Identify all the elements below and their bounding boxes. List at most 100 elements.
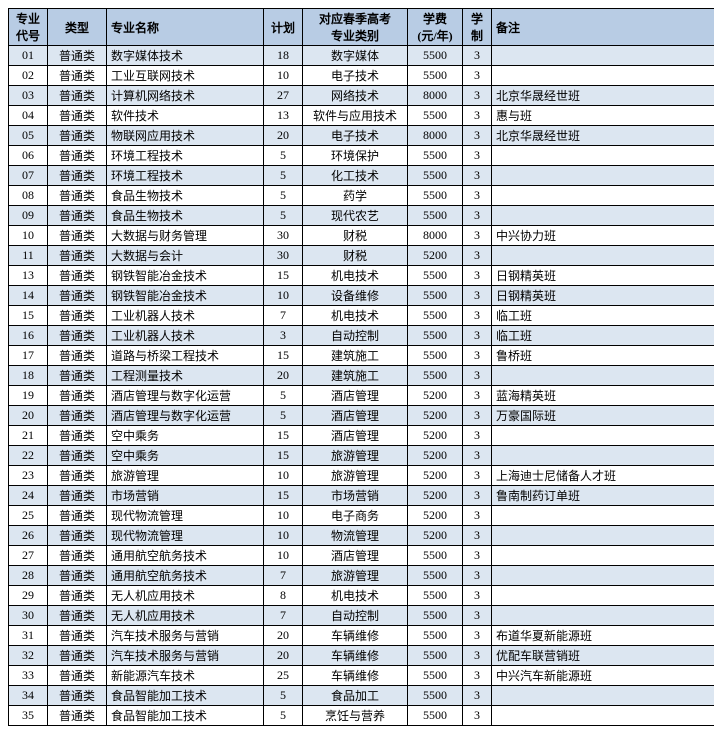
cell-type: 普通类 (48, 646, 107, 666)
cell-cat: 现代农艺 (303, 206, 408, 226)
table-row: 32普通类汽车技术服务与营销20车辆维修55003优配车联营销班 (9, 646, 714, 666)
cell-code: 18 (9, 366, 48, 386)
cell-plan: 10 (264, 546, 303, 566)
cell-cat: 旅游管理 (303, 446, 408, 466)
cell-note: 优配车联营销班 (492, 646, 714, 666)
cell-plan: 10 (264, 506, 303, 526)
cell-dur: 3 (463, 286, 492, 306)
cell-code: 32 (9, 646, 48, 666)
cell-note: 北京华晟经世班 (492, 126, 714, 146)
cell-type: 普通类 (48, 486, 107, 506)
cell-dur: 3 (463, 506, 492, 526)
table-row: 14普通类钢铁智能冶金技术10设备维修55003日钢精英班 (9, 286, 714, 306)
cell-plan: 5 (264, 166, 303, 186)
cell-cat: 软件与应用技术 (303, 106, 408, 126)
cell-plan: 15 (264, 266, 303, 286)
cell-cat: 机电技术 (303, 586, 408, 606)
cell-type: 普通类 (48, 526, 107, 546)
cell-plan: 10 (264, 66, 303, 86)
table-row: 07普通类环境工程技术5化工技术55003 (9, 166, 714, 186)
cell-type: 普通类 (48, 426, 107, 446)
cell-code: 33 (9, 666, 48, 686)
cell-plan: 5 (264, 706, 303, 726)
table-row: 20普通类酒店管理与数字化运营5酒店管理52003万豪国际班 (9, 406, 714, 426)
col-header-plan: 计划 (264, 9, 303, 46)
table-row: 11普通类大数据与会计30财税52003 (9, 246, 714, 266)
table-row: 35普通类食品智能加工技术5烹饪与营养55003 (9, 706, 714, 726)
cell-type: 普通类 (48, 266, 107, 286)
cell-fee: 5500 (408, 146, 463, 166)
cell-name: 环境工程技术 (107, 166, 264, 186)
cell-cat: 数字媒体 (303, 46, 408, 66)
cell-plan: 15 (264, 346, 303, 366)
cell-note: 惠与班 (492, 106, 714, 126)
cell-note (492, 66, 714, 86)
cell-plan: 10 (264, 466, 303, 486)
cell-type: 普通类 (48, 466, 107, 486)
cell-fee: 5500 (408, 46, 463, 66)
cell-type: 普通类 (48, 106, 107, 126)
cell-type: 普通类 (48, 506, 107, 526)
cell-type: 普通类 (48, 46, 107, 66)
table-row: 06普通类环境工程技术5环境保护55003 (9, 146, 714, 166)
cell-note (492, 506, 714, 526)
cell-cat: 市场营销 (303, 486, 408, 506)
cell-name: 酒店管理与数字化运营 (107, 406, 264, 426)
cell-fee: 8000 (408, 226, 463, 246)
table-row: 22普通类空中乘务15旅游管理52003 (9, 446, 714, 466)
cell-fee: 5500 (408, 266, 463, 286)
table-row: 21普通类空中乘务15酒店管理52003 (9, 426, 714, 446)
table-row: 26普通类现代物流管理10物流管理52003 (9, 526, 714, 546)
cell-code: 31 (9, 626, 48, 646)
cell-name: 食品智能加工技术 (107, 686, 264, 706)
cell-cat: 机电技术 (303, 266, 408, 286)
cell-note (492, 206, 714, 226)
cell-plan: 20 (264, 366, 303, 386)
cell-type: 普通类 (48, 306, 107, 326)
cell-note (492, 366, 714, 386)
cell-type: 普通类 (48, 286, 107, 306)
cell-name: 无人机应用技术 (107, 606, 264, 626)
cell-dur: 3 (463, 546, 492, 566)
cell-code: 09 (9, 206, 48, 226)
cell-code: 34 (9, 686, 48, 706)
cell-plan: 5 (264, 186, 303, 206)
table-row: 04普通类软件技术13软件与应用技术55003惠与班 (9, 106, 714, 126)
table-row: 16普通类工业机器人技术3自动控制55003临工班 (9, 326, 714, 346)
cell-dur: 3 (463, 706, 492, 726)
cell-fee: 5500 (408, 166, 463, 186)
table-row: 18普通类工程测量技术20建筑施工55003 (9, 366, 714, 386)
cell-cat: 旅游管理 (303, 566, 408, 586)
cell-note (492, 426, 714, 446)
cell-fee: 5200 (408, 506, 463, 526)
table-row: 31普通类汽车技术服务与营销20车辆维修55003布道华夏新能源班 (9, 626, 714, 646)
cell-name: 计算机网络技术 (107, 86, 264, 106)
cell-code: 35 (9, 706, 48, 726)
cell-fee: 5500 (408, 186, 463, 206)
cell-plan: 10 (264, 526, 303, 546)
cell-plan: 20 (264, 646, 303, 666)
cell-name: 食品生物技术 (107, 186, 264, 206)
cell-fee: 5500 (408, 686, 463, 706)
cell-dur: 3 (463, 626, 492, 646)
table-row: 17普通类道路与桥梁工程技术15建筑施工55003鲁桥班 (9, 346, 714, 366)
cell-type: 普通类 (48, 666, 107, 686)
cell-plan: 20 (264, 126, 303, 146)
cell-name: 工业机器人技术 (107, 326, 264, 346)
cell-plan: 3 (264, 326, 303, 346)
cell-fee: 5500 (408, 626, 463, 646)
table-row: 28普通类通用航空航务技术7旅游管理55003 (9, 566, 714, 586)
cell-code: 06 (9, 146, 48, 166)
cell-fee: 5500 (408, 346, 463, 366)
cell-type: 普通类 (48, 406, 107, 426)
table-row: 03普通类计算机网络技术27网络技术80003北京华晟经世班 (9, 86, 714, 106)
cell-plan: 25 (264, 666, 303, 686)
cell-name: 新能源汽车技术 (107, 666, 264, 686)
cell-code: 27 (9, 546, 48, 566)
cell-note (492, 546, 714, 566)
cell-dur: 3 (463, 366, 492, 386)
cell-dur: 3 (463, 426, 492, 446)
cell-cat: 车辆维修 (303, 646, 408, 666)
col-header-cat: 对应春季高考专业类别 (303, 9, 408, 46)
table-row: 05普通类物联网应用技术20电子技术80003北京华晟经世班 (9, 126, 714, 146)
